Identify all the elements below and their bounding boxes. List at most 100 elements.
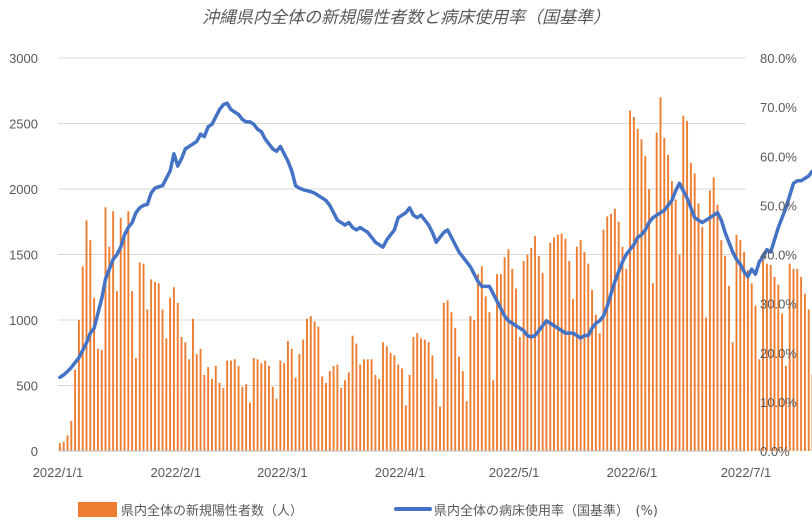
bar — [773, 276, 776, 451]
bar — [385, 346, 388, 451]
bar — [724, 255, 727, 451]
bar — [800, 276, 803, 451]
bar — [401, 368, 403, 451]
bar — [85, 220, 88, 451]
x-tick-label: 2022/7/1 — [721, 465, 772, 480]
bar — [195, 354, 198, 451]
bar — [363, 359, 365, 451]
bar — [134, 357, 137, 451]
x-tick-label: 2022/2/1 — [151, 465, 202, 480]
bar — [621, 246, 624, 451]
bar — [560, 233, 563, 451]
bar — [648, 189, 651, 451]
bar — [484, 296, 487, 451]
bar — [412, 337, 415, 451]
bar — [218, 382, 221, 451]
bar — [313, 321, 316, 451]
bar — [762, 259, 765, 451]
bar — [203, 375, 206, 451]
bar — [613, 208, 616, 451]
bar — [62, 441, 65, 451]
bar — [404, 405, 407, 451]
bar — [674, 199, 677, 451]
bar — [534, 236, 536, 451]
bar — [716, 204, 719, 451]
bar — [477, 274, 479, 451]
bar — [325, 382, 327, 451]
bar — [249, 402, 251, 451]
bar — [131, 291, 134, 451]
bar — [370, 359, 373, 451]
bar — [127, 211, 130, 451]
bar — [530, 247, 533, 451]
y-right-tick-label: 60.0% — [760, 149, 797, 164]
x-axis: 2022/1/1 2022/2/1 2022/3/1 2022/4/1 2022/5/1… — [33, 450, 772, 480]
bar — [252, 357, 255, 451]
y-right-tick-label: 70.0% — [760, 100, 797, 115]
bar — [382, 342, 384, 451]
y-right-tick-label: 0.0% — [760, 444, 790, 459]
bar — [587, 263, 590, 451]
bar — [499, 274, 502, 451]
bar — [340, 388, 343, 451]
bar — [575, 246, 578, 451]
bar — [336, 364, 339, 451]
bar — [686, 120, 689, 451]
bar — [693, 173, 696, 451]
bar — [712, 177, 715, 451]
bar — [96, 348, 99, 451]
bar — [222, 388, 225, 451]
bar — [245, 384, 248, 451]
bar — [374, 375, 377, 451]
bar — [606, 216, 609, 451]
bar — [89, 240, 92, 451]
bar — [233, 359, 236, 451]
bar — [408, 375, 411, 451]
bar — [511, 268, 514, 451]
bar — [754, 305, 757, 451]
bar — [180, 337, 183, 451]
y-left-tick-label: 1500 — [9, 248, 38, 263]
y-left-tick-label: 500 — [16, 379, 38, 394]
bar — [161, 309, 164, 451]
bar — [146, 309, 149, 451]
bar — [199, 348, 202, 451]
bar — [264, 360, 267, 451]
x-tick-label: 2022/5/1 — [489, 465, 540, 480]
legend: 県内全体の新規陽性者数（人） 県内全体の病床使用率（国基準） (%) — [78, 502, 658, 519]
bar — [769, 264, 772, 451]
bar — [275, 398, 278, 451]
bar — [420, 338, 422, 451]
bar — [678, 254, 681, 451]
bar — [355, 343, 358, 451]
bar — [256, 359, 259, 451]
y-right-tick-label: 30.0% — [760, 297, 797, 312]
bar — [746, 270, 749, 451]
bar — [625, 268, 628, 451]
bar — [473, 320, 476, 451]
bar — [169, 297, 172, 451]
x-tick-label: 2022/3/1 — [257, 465, 308, 480]
legend-line-label: 県内全体の病床使用率（国基準） (%) — [434, 503, 658, 519]
bar — [541, 272, 544, 451]
bar — [317, 326, 320, 451]
bar — [321, 376, 324, 451]
bar — [359, 364, 362, 451]
bar — [351, 335, 354, 451]
bar — [796, 268, 799, 451]
bar — [591, 289, 594, 451]
bar — [731, 342, 734, 451]
bar — [306, 318, 308, 451]
y-left-tick-label: 2000 — [9, 182, 38, 197]
bar — [545, 318, 548, 451]
bar — [583, 251, 586, 451]
bar — [226, 360, 229, 451]
bar — [423, 339, 426, 451]
bar — [515, 288, 517, 451]
bar — [549, 242, 552, 451]
bar — [705, 317, 708, 451]
bar — [142, 263, 145, 451]
bar — [765, 263, 768, 451]
bar — [108, 246, 111, 451]
